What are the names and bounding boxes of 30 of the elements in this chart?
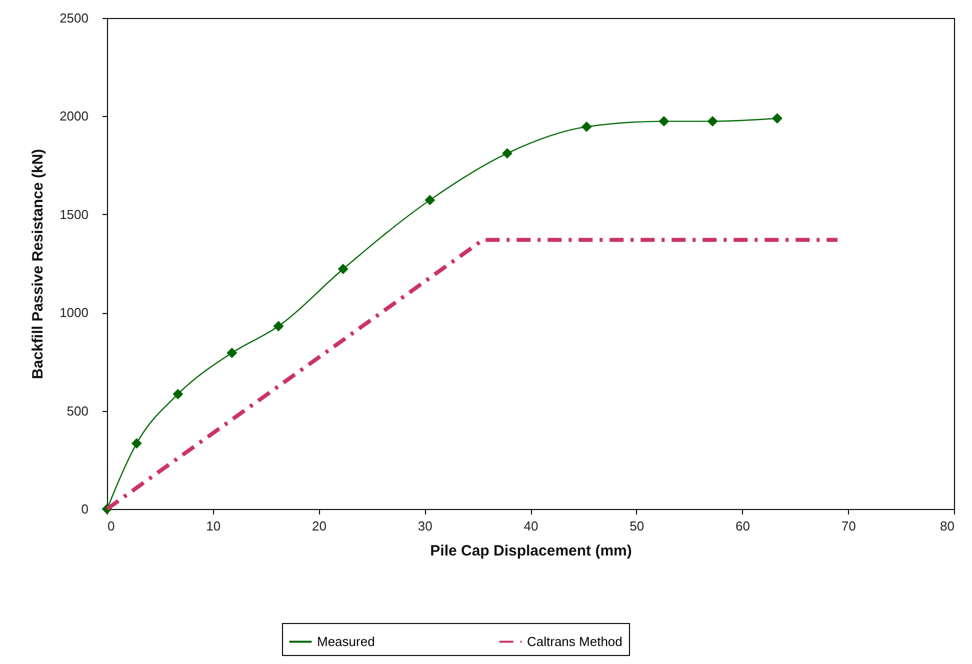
y-tick-label: 1000 [60,305,88,320]
point [772,113,782,124]
x-tick-label: 80 [940,518,954,534]
x-tick-label: 50 [630,518,644,534]
point [424,194,436,206]
point [273,320,284,332]
y-tick-label: 500 [66,403,88,418]
point [226,348,238,358]
y-tick-label: 0 [81,502,88,516]
x-tick-label: 10 [206,518,221,534]
point [172,388,184,400]
point [502,148,512,159]
y-axis-title: Backfill Passive Resistance (kN) [30,148,47,380]
x-tick-label: 40 [524,518,538,534]
point [131,438,142,449]
point [658,116,670,127]
x-tick-label: 0 [108,518,115,534]
point [581,122,592,132]
point [338,264,348,274]
legend-label: Caltrans Method [527,634,622,649]
y-tick-label: 1500 [60,206,88,222]
y-tick-label: 2500 [60,10,88,26]
x-tick-label: 60 [736,518,750,534]
point [707,116,718,127]
y-tick-label: 2000 [60,108,88,124]
x-tick-label: 20 [312,518,326,534]
x-axis-title: Pile Cap Displacement (mm) [430,542,632,560]
x-tick-label: 70 [841,518,856,534]
legend-label: Measured [317,634,375,649]
x-tick-label: 30 [418,518,432,534]
